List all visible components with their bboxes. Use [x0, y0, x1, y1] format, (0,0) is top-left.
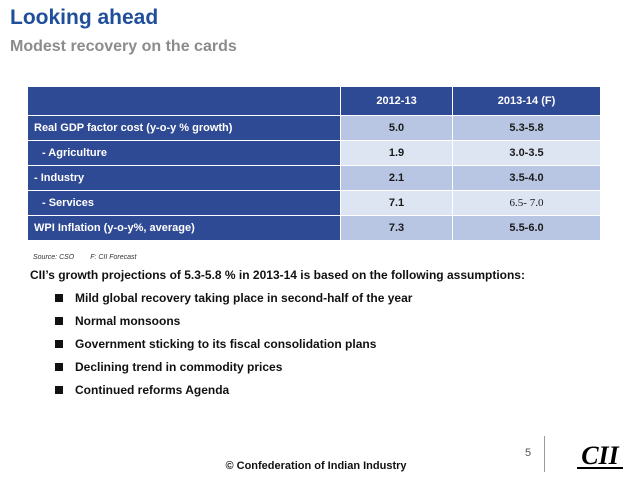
forecast-text: F: CII Forecast — [90, 254, 137, 261]
logo-text: CII — [581, 441, 619, 470]
row-value: 7.3 — [339, 215, 454, 241]
row-label: - Services — [27, 190, 341, 216]
row-label: - Industry — [27, 165, 341, 191]
row-value: 5.3-5.8 — [452, 115, 601, 141]
list-item: Mild global recovery taking place in sec… — [55, 291, 412, 314]
table-row: - Agriculture 1.9 3.0-3.5 — [27, 140, 601, 166]
row-label: - Agriculture — [27, 140, 341, 166]
list-item: Continued reforms Agenda — [55, 383, 412, 406]
list-item-text: Continued reforms Agenda — [75, 383, 230, 397]
table-row: Real GDP factor cost (y-o-y % growth) 5.… — [27, 115, 601, 141]
row-label: Real GDP factor cost (y-o-y % growth) — [27, 115, 341, 141]
assumptions-list: Mild global recovery taking place in sec… — [55, 291, 412, 406]
copyright-text: © Confederation of Indian Industry — [225, 460, 407, 472]
row-label: WPI Inflation (y-o-y%, average) — [27, 215, 341, 241]
table-header-blank — [27, 86, 341, 116]
source-text: Source: CSO — [33, 254, 75, 261]
table-row: - Services 7.1 6.5- 7.0 — [27, 190, 601, 216]
square-bullet-icon — [55, 340, 63, 348]
page-number: 5 — [525, 447, 532, 459]
footer-divider — [544, 436, 545, 472]
column-header: 2013-14 (F) — [452, 86, 601, 116]
square-bullet-icon — [55, 317, 63, 325]
square-bullet-icon — [55, 294, 63, 302]
table-row: WPI Inflation (y-o-y%, average) 7.3 5.5-… — [27, 215, 601, 241]
list-item: Normal monsoons — [55, 314, 412, 337]
row-value: 3.5-4.0 — [452, 165, 601, 191]
assumptions-intro: CII’s growth projections of 5.3-5.8 % in… — [30, 268, 525, 282]
list-item-text: Mild global recovery taking place in sec… — [75, 291, 413, 305]
cii-logo: CII — [572, 438, 628, 472]
square-bullet-icon — [55, 386, 63, 394]
slide-subtitle: Modest recovery on the cards — [10, 38, 237, 55]
row-value: 1.9 — [339, 140, 454, 166]
row-value: 5.0 — [339, 115, 454, 141]
source-note: Source: CSO F: CII Forecast — [33, 254, 137, 261]
list-item-text: Normal monsoons — [75, 314, 181, 328]
column-header: 2012-13 — [339, 86, 454, 116]
table-header-row: 2012-13 2013-14 (F) — [27, 86, 601, 116]
row-value: 2.1 — [339, 165, 454, 191]
row-value: 3.0-3.5 — [452, 140, 601, 166]
row-value: 5.5-6.0 — [452, 215, 601, 241]
forecast-table: 2012-13 2013-14 (F) Real GDP factor cost… — [27, 86, 601, 241]
slide-title: Looking ahead — [10, 6, 159, 29]
list-item-text: Government sticking to its fiscal consol… — [75, 337, 377, 351]
list-item: Government sticking to its fiscal consol… — [55, 337, 412, 360]
table-row: - Industry 2.1 3.5-4.0 — [27, 165, 601, 191]
row-value: 7.1 — [339, 190, 454, 216]
list-item: Declining trend in commodity prices — [55, 360, 412, 383]
list-item-text: Declining trend in commodity prices — [75, 360, 283, 374]
square-bullet-icon — [55, 363, 63, 371]
row-value: 6.5- 7.0 — [452, 190, 601, 216]
